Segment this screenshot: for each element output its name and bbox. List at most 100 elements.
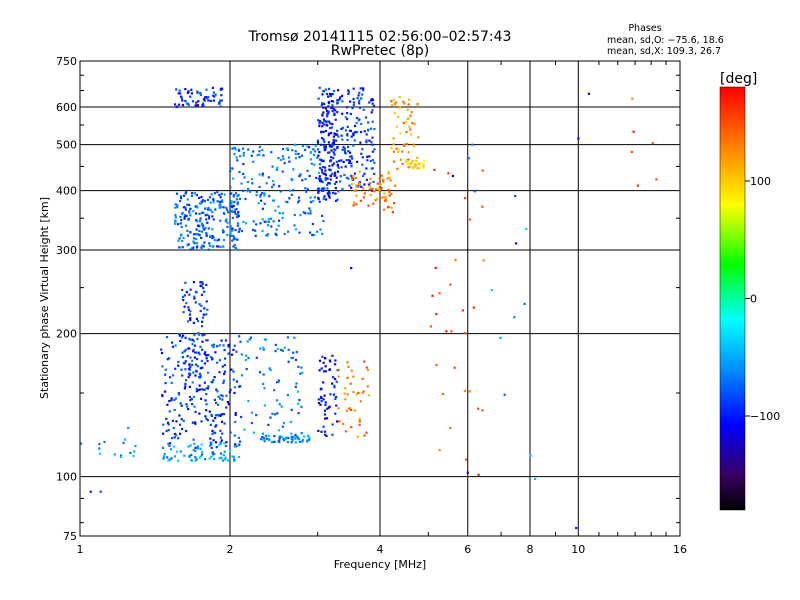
data-point [339, 175, 342, 178]
data-point [209, 235, 212, 238]
data-point [341, 187, 344, 190]
data-point [180, 368, 183, 371]
data-point [232, 238, 235, 241]
data-point [379, 183, 382, 186]
data-point [380, 174, 383, 177]
data-point [355, 121, 358, 125]
data-point [322, 159, 325, 163]
data-point [202, 104, 205, 107]
data-point [223, 212, 226, 215]
data-point [323, 195, 326, 198]
data-point [199, 220, 202, 223]
data-point [209, 441, 212, 444]
data-point [368, 155, 371, 158]
data-point [219, 245, 222, 248]
data-point [225, 441, 228, 444]
data-point [178, 332, 181, 336]
data-point [327, 102, 331, 105]
data-point [237, 436, 240, 439]
data-point [323, 102, 326, 106]
data-point [332, 142, 336, 145]
data-point [212, 218, 215, 221]
data-point [174, 220, 177, 223]
data-point [188, 211, 191, 214]
data-point [181, 351, 184, 354]
data-point [336, 133, 339, 136]
data-point [182, 237, 185, 240]
data-point [300, 366, 303, 369]
data-point [415, 160, 418, 163]
data-point [192, 233, 196, 236]
data-point [214, 431, 217, 435]
data-point [330, 126, 333, 129]
data-point [410, 133, 413, 136]
data-point [134, 444, 137, 448]
data-point [249, 190, 252, 193]
data-point [250, 421, 253, 425]
data-point [189, 399, 192, 402]
data-point [360, 185, 363, 188]
y-tick-label: 100 [56, 471, 77, 484]
data-point [255, 194, 258, 197]
data-point [328, 182, 331, 185]
data-point [184, 208, 187, 211]
data-point [321, 189, 324, 192]
data-point [355, 116, 359, 120]
data-point [207, 217, 211, 220]
data-point [251, 182, 254, 185]
data-point [235, 208, 238, 211]
data-point [353, 139, 356, 142]
data-point [346, 376, 349, 379]
data-point [186, 229, 189, 232]
data-point [352, 391, 355, 394]
data-point [477, 473, 480, 476]
data-point [391, 103, 394, 107]
data-point [201, 388, 204, 391]
data-point [630, 150, 633, 154]
data-point [172, 445, 175, 448]
data-point [183, 454, 186, 457]
data-point [304, 148, 307, 152]
data-point [190, 92, 193, 95]
data-point [209, 356, 213, 359]
data-point [378, 177, 381, 180]
data-point [435, 363, 438, 367]
data-point [202, 98, 205, 101]
data-point [199, 92, 202, 95]
data-point [224, 444, 227, 448]
data-point [207, 99, 210, 102]
data-point [247, 400, 250, 403]
x-axis-ticks: 1 2 4 6 8 10 16 [77, 61, 687, 556]
data-point [270, 217, 273, 220]
data-point [330, 132, 333, 135]
data-point [220, 199, 223, 202]
data-point [334, 412, 337, 415]
data-point [98, 447, 101, 450]
data-point [350, 135, 353, 138]
data-point [233, 445, 237, 448]
data-point [318, 86, 321, 89]
data-point [229, 170, 232, 173]
data-point [201, 223, 204, 226]
data-point [274, 232, 277, 235]
data-point [211, 211, 214, 214]
data-point [397, 150, 400, 153]
data-point [351, 178, 354, 181]
data-point [233, 146, 236, 150]
data-point [371, 102, 374, 105]
data-point [231, 239, 234, 242]
grid-lines [80, 61, 680, 536]
data-point [214, 401, 218, 404]
data-point [231, 229, 234, 232]
data-point [312, 200, 315, 203]
data-point [317, 171, 321, 174]
data-point [193, 295, 196, 298]
data-point [195, 317, 198, 320]
data-point [263, 202, 266, 205]
data-point [222, 238, 225, 242]
data-point [221, 87, 224, 90]
data-point [333, 174, 336, 177]
data-point [373, 161, 376, 164]
data-point [195, 101, 198, 104]
